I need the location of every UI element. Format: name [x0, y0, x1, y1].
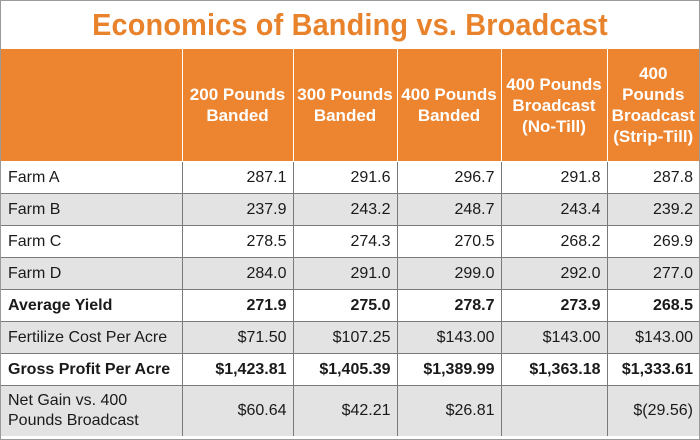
table-row: Farm A 287.1 291.6 296.7 291.8 287.8	[1, 161, 699, 194]
table-cell: 296.7	[396, 161, 502, 194]
table-cell: 291.8	[500, 161, 608, 194]
row-label: Average Yield	[1, 289, 183, 322]
row-label: Farm A	[1, 161, 183, 194]
table-cell: 292.0	[500, 257, 608, 290]
column-header: 300 Pounds Banded	[292, 49, 398, 162]
row-label: Farm B	[1, 193, 183, 226]
table-row: Fertilize Cost Per Acre $71.50 $107.25 $…	[1, 321, 699, 354]
table-cell: $143.00	[606, 321, 699, 354]
table-cell: $143.00	[500, 321, 608, 354]
table-row: Farm C 278.5 274.3 270.5 268.2 269.9	[1, 225, 699, 258]
table-cell: 239.2	[606, 193, 699, 226]
table-cell: 243.4	[500, 193, 608, 226]
table-cell: $143.00	[396, 321, 502, 354]
table-cell: 278.7	[396, 289, 502, 322]
row-label: Fertilize Cost Per Acre	[1, 321, 183, 354]
table-row: Farm B 237.9 243.2 248.7 243.4 239.2	[1, 193, 699, 226]
table-cell: $71.50	[181, 321, 294, 354]
column-header: 400 Pounds Broadcast (Strip-Till)	[606, 49, 699, 162]
table-cell: 291.6	[292, 161, 398, 194]
table-cell: 278.5	[181, 225, 294, 258]
column-header: 400 Pounds Banded	[396, 49, 502, 162]
table-cell: $(29.56)	[606, 385, 699, 436]
table-cell: 274.3	[292, 225, 398, 258]
table-row: Gross Profit Per Acre $1,423.81 $1,405.3…	[1, 353, 699, 386]
table-cell: 273.9	[500, 289, 608, 322]
table-cell: $1,389.99	[396, 353, 502, 386]
table-row: Farm D 284.0 291.0 299.0 292.0 277.0	[1, 257, 699, 290]
table-cell: $1,333.61	[606, 353, 699, 386]
table-cell: 299.0	[396, 257, 502, 290]
table-cell: 284.0	[181, 257, 294, 290]
column-header: 200 Pounds Banded	[181, 49, 294, 162]
table-cell: 277.0	[606, 257, 699, 290]
table-title: Economics of Banding vs. Broadcast	[92, 7, 608, 42]
table-cell: 291.0	[292, 257, 398, 290]
table-row: Net Gain vs. 400 Pounds Broadcast $60.64…	[1, 385, 699, 436]
table-cell: $107.25	[292, 321, 398, 354]
table-cell: 248.7	[396, 193, 502, 226]
table-body: Farm A 287.1 291.6 296.7 291.8 287.8 Far…	[1, 161, 699, 436]
row-label: Gross Profit Per Acre	[1, 353, 183, 386]
column-header: 400 Pounds Broadcast (No-Till)	[500, 49, 608, 162]
table-cell: $1,405.39	[292, 353, 398, 386]
row-label: Farm D	[1, 257, 183, 290]
table-cell: 268.5	[606, 289, 699, 322]
table-cell: $42.21	[292, 385, 398, 436]
table-cell: 287.1	[181, 161, 294, 194]
table-cell: 275.0	[292, 289, 398, 322]
table-cell: 271.9	[181, 289, 294, 322]
row-label: Farm C	[1, 225, 183, 258]
table-cell: 237.9	[181, 193, 294, 226]
table-cell: 268.2	[500, 225, 608, 258]
table-cell: 287.8	[606, 161, 699, 194]
header-corner	[1, 49, 183, 162]
table-row: Average Yield 271.9 275.0 278.7 273.9 26…	[1, 289, 699, 322]
table-cell: $26.81	[396, 385, 502, 436]
table-cell: $1,363.18	[500, 353, 608, 386]
row-label: Net Gain vs. 400 Pounds Broadcast	[1, 385, 183, 436]
table-cell: 270.5	[396, 225, 502, 258]
table-cell: $60.64	[181, 385, 294, 436]
table-cell: 243.2	[292, 193, 398, 226]
table-cell: $1,423.81	[181, 353, 294, 386]
table-header: 200 Pounds Banded 300 Pounds Banded 400 …	[1, 49, 699, 162]
header-row: 200 Pounds Banded 300 Pounds Banded 400 …	[1, 49, 699, 162]
table-cell	[500, 385, 608, 436]
table-cell: 269.9	[606, 225, 699, 258]
data-table: 200 Pounds Banded 300 Pounds Banded 400 …	[1, 49, 699, 436]
